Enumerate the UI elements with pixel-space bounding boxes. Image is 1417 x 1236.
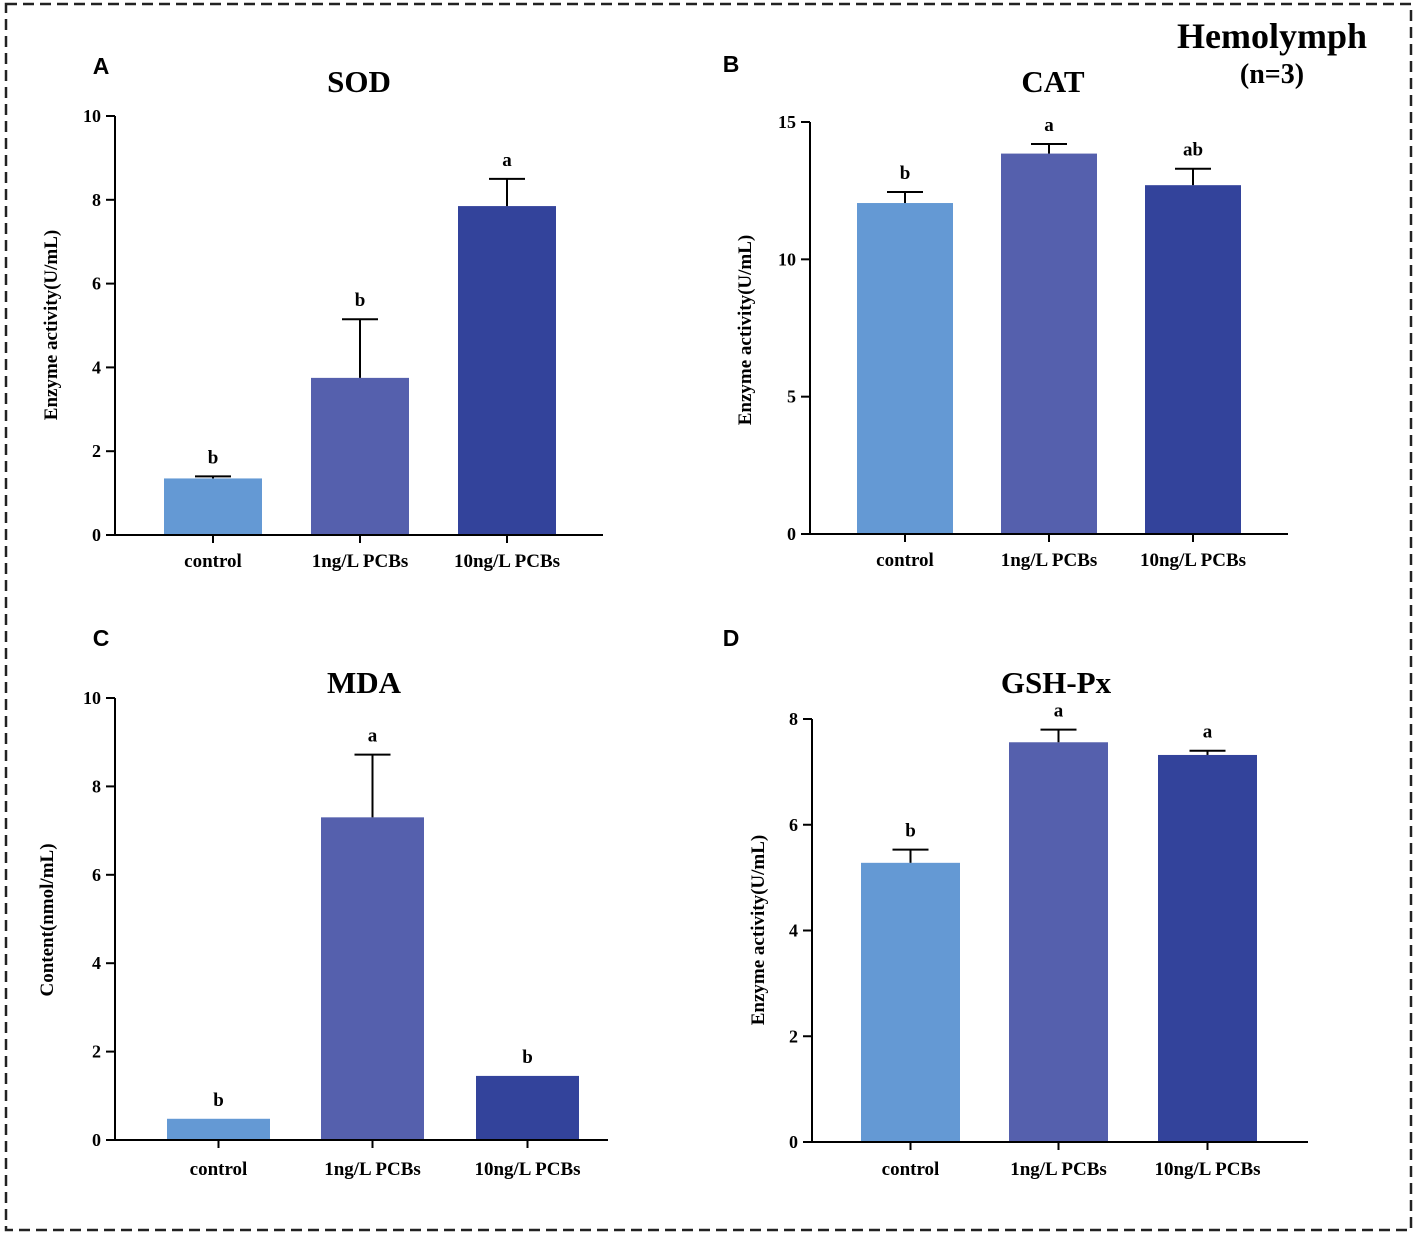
y-tick-label: 8	[92, 776, 101, 796]
bar-3	[1145, 185, 1241, 534]
panel-c-mda-chart: C MDA Content(nmol/mL) b control a 1ng/L PCBs b…	[37, 625, 608, 1180]
bar-2	[1009, 742, 1108, 1142]
y-tick-label: 10	[83, 106, 101, 126]
chart-title: MDA	[327, 665, 402, 700]
bar-1	[857, 203, 953, 534]
bar-2	[321, 817, 424, 1140]
header-subtitle: (n=3)	[1240, 59, 1304, 90]
bar-1	[164, 478, 262, 535]
y-tick-label: 4	[92, 357, 101, 377]
bar-2	[1001, 153, 1097, 534]
significance-label-2: a	[368, 726, 378, 747]
significance-label-1: b	[213, 1090, 224, 1111]
y-axis-label: Enzyme activity(U/mL)	[735, 235, 756, 425]
significance-label-1: b	[900, 163, 911, 184]
y-tick-label: 8	[92, 190, 101, 210]
y-tick-label: 2	[92, 441, 101, 461]
y-tick-label: 2	[789, 1026, 798, 1046]
chart-title: GSH-Px	[1001, 665, 1112, 700]
x-tick-label-2: 1ng/L PCBs	[1001, 550, 1098, 571]
y-tick-label: 10	[83, 688, 101, 708]
x-tick-label-3: 10ng/L PCBs	[474, 1159, 580, 1180]
significance-label-2: a	[1054, 701, 1064, 722]
y-tick-label: 4	[92, 953, 101, 973]
y-tick-label: 6	[789, 815, 798, 835]
x-tick-label-2: 1ng/L PCBs	[1010, 1159, 1107, 1180]
panel-letter: D	[723, 625, 740, 651]
significance-label-2: b	[355, 290, 366, 311]
bar-3	[458, 206, 556, 535]
panel-a-sod-chart: A SOD Enzyme activity(U/mL) b control b 1ng/L …	[41, 53, 603, 572]
y-tick-label: 0	[92, 525, 101, 545]
significance-label-1: b	[905, 821, 916, 842]
panel-letter: C	[93, 625, 110, 651]
y-tick-label: 4	[789, 921, 798, 941]
y-tick-label: 15	[778, 112, 796, 132]
significance-label-2: a	[1044, 115, 1054, 136]
y-tick-label: 8	[789, 709, 798, 729]
chart-title: SOD	[327, 64, 391, 99]
significance-label-3: a	[502, 150, 512, 171]
y-tick-label: 6	[92, 865, 101, 885]
y-tick-label: 6	[92, 274, 101, 294]
significance-label-1: b	[208, 447, 219, 468]
chart-title: CAT	[1021, 64, 1084, 99]
y-axis-label: Content(nmol/mL)	[37, 843, 58, 996]
significance-label-3: a	[1203, 722, 1213, 743]
y-tick-label: 0	[787, 524, 796, 544]
header-title: Hemolymph	[1177, 16, 1367, 56]
panel-b-cat-chart: B CAT Enzyme activity(U/mL) b control a 1ng/L …	[723, 51, 1288, 571]
significance-label-3: b	[522, 1047, 533, 1068]
y-tick-label: 5	[787, 387, 796, 407]
y-tick-label: 0	[92, 1130, 101, 1150]
x-tick-label-3: 10ng/L PCBs	[1140, 550, 1246, 571]
y-tick-label: 10	[778, 249, 796, 269]
dashed-frame	[4, 2, 1413, 1232]
x-tick-label-1: control	[190, 1159, 248, 1180]
panel-d-gsh-px-chart: D GSH-Px Enzyme activity(U/mL) b control a 1ng…	[723, 625, 1308, 1180]
x-tick-label-2: 1ng/L PCBs	[312, 551, 409, 572]
bar-1	[861, 862, 960, 1142]
x-tick-label-1: control	[184, 551, 242, 572]
x-tick-label-3: 10ng/L PCBs	[1154, 1159, 1260, 1180]
y-axis-label: Enzyme activity(U/mL)	[748, 835, 769, 1025]
x-tick-label-1: control	[876, 550, 934, 571]
y-axis-label: Enzyme activity(U/mL)	[41, 230, 62, 420]
y-tick-label: 2	[92, 1042, 101, 1062]
y-tick-label: 0	[789, 1132, 798, 1152]
bar-3	[1158, 754, 1257, 1142]
panel-letter: A	[93, 53, 110, 79]
bar-3	[476, 1075, 579, 1140]
x-tick-label-3: 10ng/L PCBs	[454, 551, 560, 572]
significance-label-3: ab	[1183, 140, 1203, 161]
x-tick-label-2: 1ng/L PCBs	[324, 1159, 421, 1180]
panel-letter: B	[723, 51, 740, 77]
bar-2	[311, 377, 409, 535]
bar-1	[167, 1118, 270, 1140]
x-tick-label-1: control	[882, 1159, 940, 1180]
